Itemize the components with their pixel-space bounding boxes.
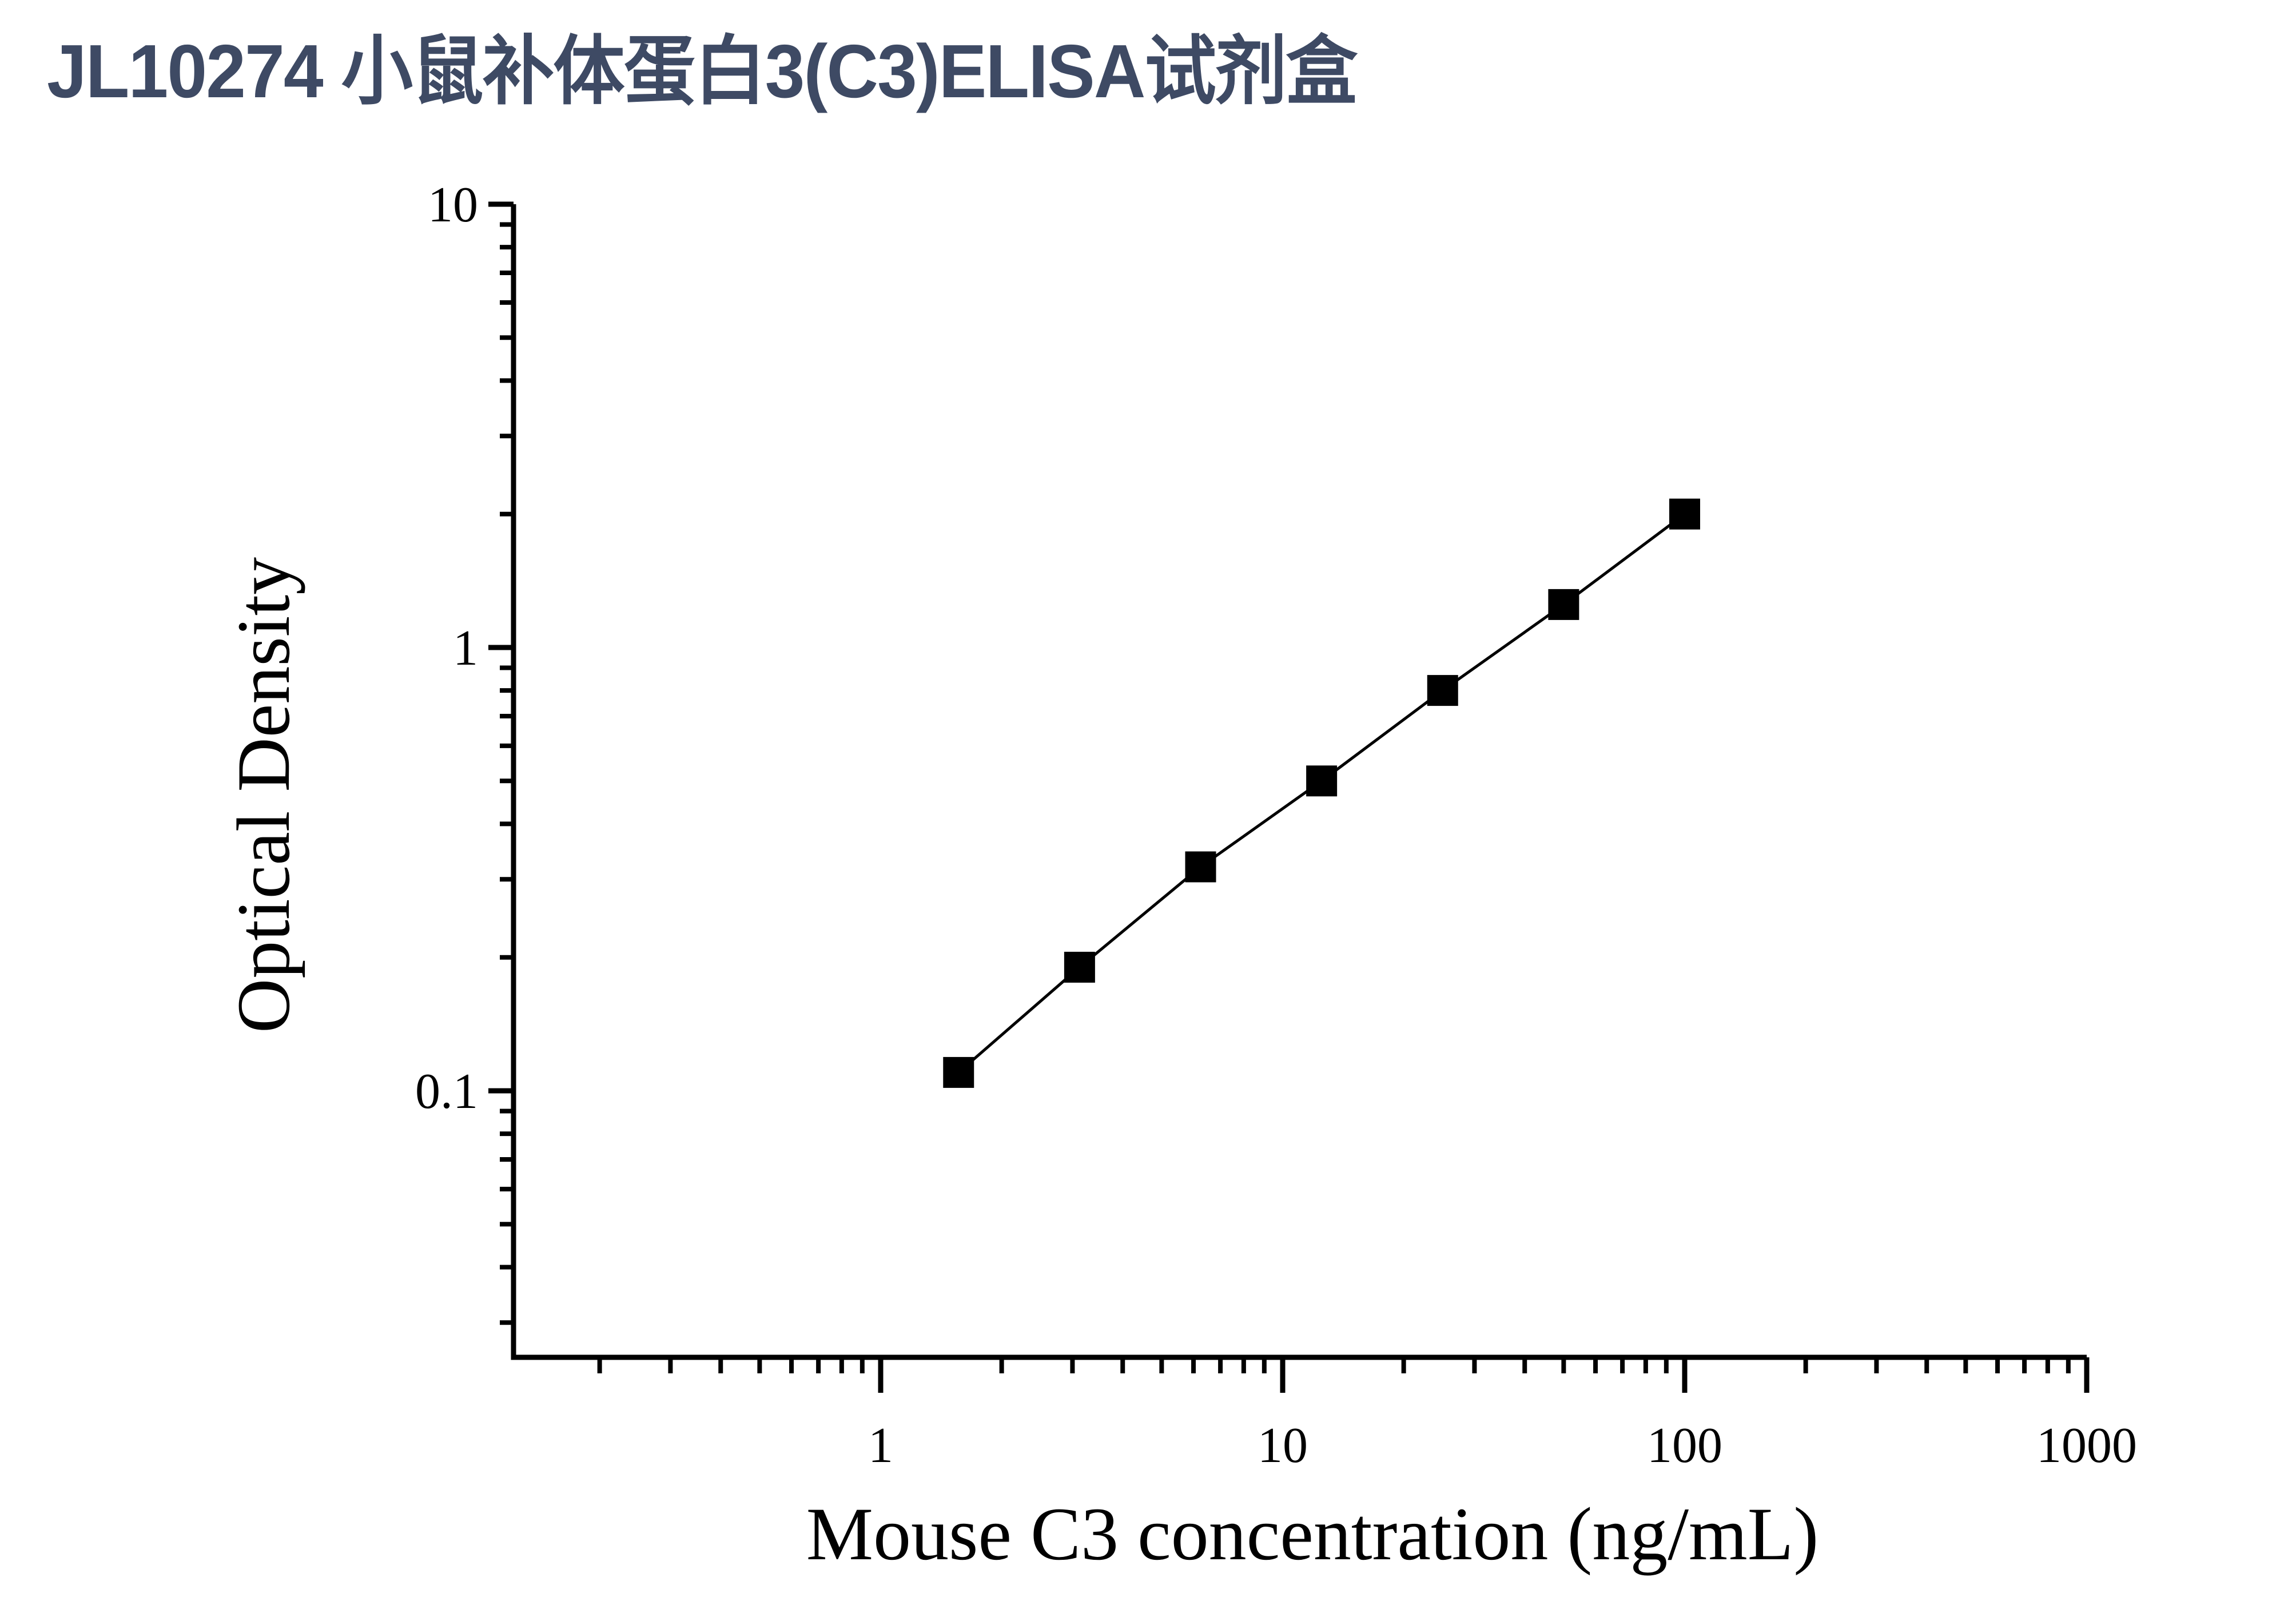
data-point-marker <box>1064 951 1095 983</box>
data-point-marker <box>1548 589 1579 620</box>
series-layer <box>943 498 1700 1088</box>
data-point-marker <box>1427 675 1458 706</box>
y-axis-title: Optical Density <box>221 557 305 1033</box>
data-point-marker <box>1669 498 1700 530</box>
data-point-marker <box>1306 765 1338 797</box>
data-point-marker <box>943 1056 974 1088</box>
axes-layer <box>511 204 2087 1360</box>
tick-layer: 1 10 100 1000 0.1 1 10 <box>415 177 2137 1473</box>
x-tick-label: 1 <box>868 1418 893 1473</box>
x-tick-label: 1000 <box>2036 1418 2137 1473</box>
page-title: JL10274 小鼠补体蛋白3(C3)ELISA试剂盒 <box>47 29 1358 113</box>
x-axis-title: Mouse C3 concentration (ng/mL) <box>806 1492 1819 1576</box>
y-tick-label: 1 <box>453 621 478 676</box>
x-tick-label: 100 <box>1647 1418 1722 1473</box>
y-tick-label: 0.1 <box>415 1064 478 1119</box>
data-point-marker <box>1185 851 1216 883</box>
x-tick-label: 10 <box>1258 1418 1308 1473</box>
y-tick-label: 10 <box>428 177 478 233</box>
axis-spines <box>511 204 2087 1360</box>
